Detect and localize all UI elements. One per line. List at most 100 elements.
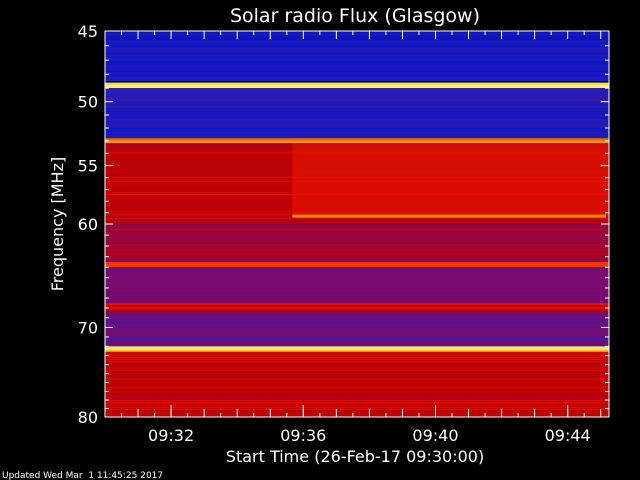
texture-line (105, 408, 609, 411)
texture-line (105, 108, 609, 111)
texture-line (105, 106, 609, 108)
texture-line (105, 141, 609, 143)
texture-line (105, 274, 609, 276)
texture-line (105, 90, 609, 93)
texture-line (105, 371, 609, 374)
y-tick-label: 60 (78, 215, 98, 234)
texture-line (105, 331, 609, 333)
texture-line (105, 348, 609, 350)
texture-line (105, 305, 609, 307)
texture-line (105, 337, 609, 340)
band-13 (105, 351, 609, 417)
texture-line (105, 380, 609, 382)
band-texture-8 (105, 262, 609, 267)
texture-line (105, 104, 609, 106)
texture-line (105, 235, 609, 237)
band-texture-7 (105, 224, 609, 262)
texture-line (105, 231, 609, 233)
texture-line (105, 315, 609, 318)
y-tick-label: 70 (78, 318, 98, 337)
texture-line (105, 117, 609, 119)
band-texture-9 (105, 267, 609, 303)
texture-line (105, 415, 609, 417)
y-axis: 45 50 55 60 70 80 (78, 22, 609, 427)
texture-line (105, 115, 609, 117)
texture-line (105, 374, 609, 376)
texture-line (105, 397, 609, 400)
texture-line (105, 50, 609, 52)
band-texture-2 (105, 83, 609, 88)
texture-line (105, 59, 609, 61)
texture-line (105, 237, 609, 240)
texture-line (105, 255, 609, 258)
band-texture-0 (105, 31, 609, 38)
texture-line (105, 363, 609, 365)
texture-line (105, 285, 609, 287)
band-texture-10 (105, 303, 609, 311)
texture-line (105, 307, 609, 309)
texture-line (105, 41, 609, 43)
texture-line (105, 260, 609, 262)
texture-line (105, 70, 609, 72)
texture-line (105, 369, 609, 371)
texture-line (105, 287, 609, 290)
band-texture-13 (105, 352, 609, 417)
texture-line (105, 258, 609, 260)
texture-line (105, 281, 609, 283)
texture-line (105, 292, 609, 294)
texture-line (105, 278, 609, 281)
band-2 (105, 82, 609, 89)
texture-line (105, 276, 609, 278)
texture-line (105, 356, 609, 358)
texture-line (105, 309, 609, 311)
band-texture-3 (105, 88, 609, 108)
texture-line (105, 361, 609, 363)
y-axis-label: Frequency [MHz] (48, 157, 67, 291)
band-8 (105, 262, 609, 268)
band-texture-12 (105, 346, 609, 352)
texture-line (105, 290, 609, 292)
texture-line (105, 138, 609, 141)
y-tick-label: 55 (78, 157, 98, 176)
y-tick-label: 45 (78, 22, 98, 41)
texture-line (105, 132, 609, 134)
texture-line (105, 311, 609, 313)
texture-line (105, 228, 609, 231)
texture-line (105, 313, 609, 315)
texture-line (105, 45, 609, 47)
texture-line (105, 365, 609, 367)
texture-line (105, 378, 609, 380)
band-4 (105, 108, 609, 139)
texture-line (105, 244, 609, 246)
texture-line (105, 224, 609, 226)
texture-line (105, 400, 609, 402)
texture-line (105, 97, 609, 99)
texture-line (105, 75, 609, 77)
texture-line (105, 354, 609, 356)
texture-line (105, 406, 609, 408)
plot-frame (104, 30, 610, 418)
texture-line (105, 249, 609, 251)
texture-line (105, 294, 609, 296)
chart-title: Solar radio Flux (Glasgow) (230, 5, 480, 27)
texture-line (105, 329, 609, 331)
texture-line (105, 31, 609, 33)
texture-line (105, 335, 609, 337)
texture-line (105, 83, 609, 85)
band-10 (105, 303, 609, 311)
band-texture-4 (105, 108, 609, 138)
texture-line (105, 326, 609, 329)
band-texture-1 (105, 38, 609, 81)
texture-line (105, 342, 609, 344)
texture-line (105, 217, 609, 220)
updated-timestamp: Updated Wed Mar 1 11:45:25 2017 (2, 471, 163, 480)
texture-line (105, 77, 609, 79)
texture-line (105, 136, 609, 138)
texture-line (105, 99, 609, 102)
texture-line (105, 350, 609, 352)
texture-line (105, 121, 609, 123)
texture-line (105, 52, 609, 54)
texture-line (105, 56, 609, 59)
texture-line (105, 123, 609, 125)
texture-line (105, 333, 609, 335)
